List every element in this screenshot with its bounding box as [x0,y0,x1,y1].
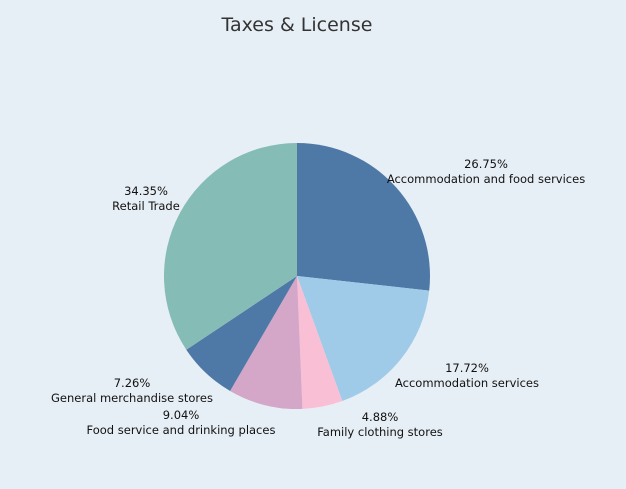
pie-slice-accommodation-and-food-services[interactable] [297,143,431,291]
slice-category-label: Food service and drinking places [87,423,276,437]
slice-category-label: General merchandise stores [51,391,213,405]
slice-percent-label: 34.35% [124,184,168,198]
pie-slice-accommodation-services[interactable] [297,276,430,402]
slice-percent-label: 7.26% [114,376,151,390]
slice-percent-label: 26.75% [464,157,508,171]
pie-slice-general-merchandise-stores[interactable] [186,276,297,391]
slice-labels: 26.75%Accommodation and food services 17.… [51,157,585,439]
slice-percent-label: 9.04% [163,408,200,422]
slice-category-label: Accommodation services [395,376,539,390]
slice-category-label: Family clothing stores [317,425,443,439]
pie-slices [163,143,431,410]
pie-slice-family-clothing-stores[interactable] [297,276,343,409]
chart-title: Taxes & License [221,14,373,36]
pie-slice-retail-trade[interactable] [163,143,297,350]
slice-category-label: Retail Trade [112,199,180,213]
slice-percent-label: 17.72% [445,361,489,375]
slice-category-label: Accommodation and food services [387,172,585,186]
slice-percent-label: 4.88% [362,410,399,424]
pie-slice-food-service-and-drinking-places[interactable] [230,276,303,410]
